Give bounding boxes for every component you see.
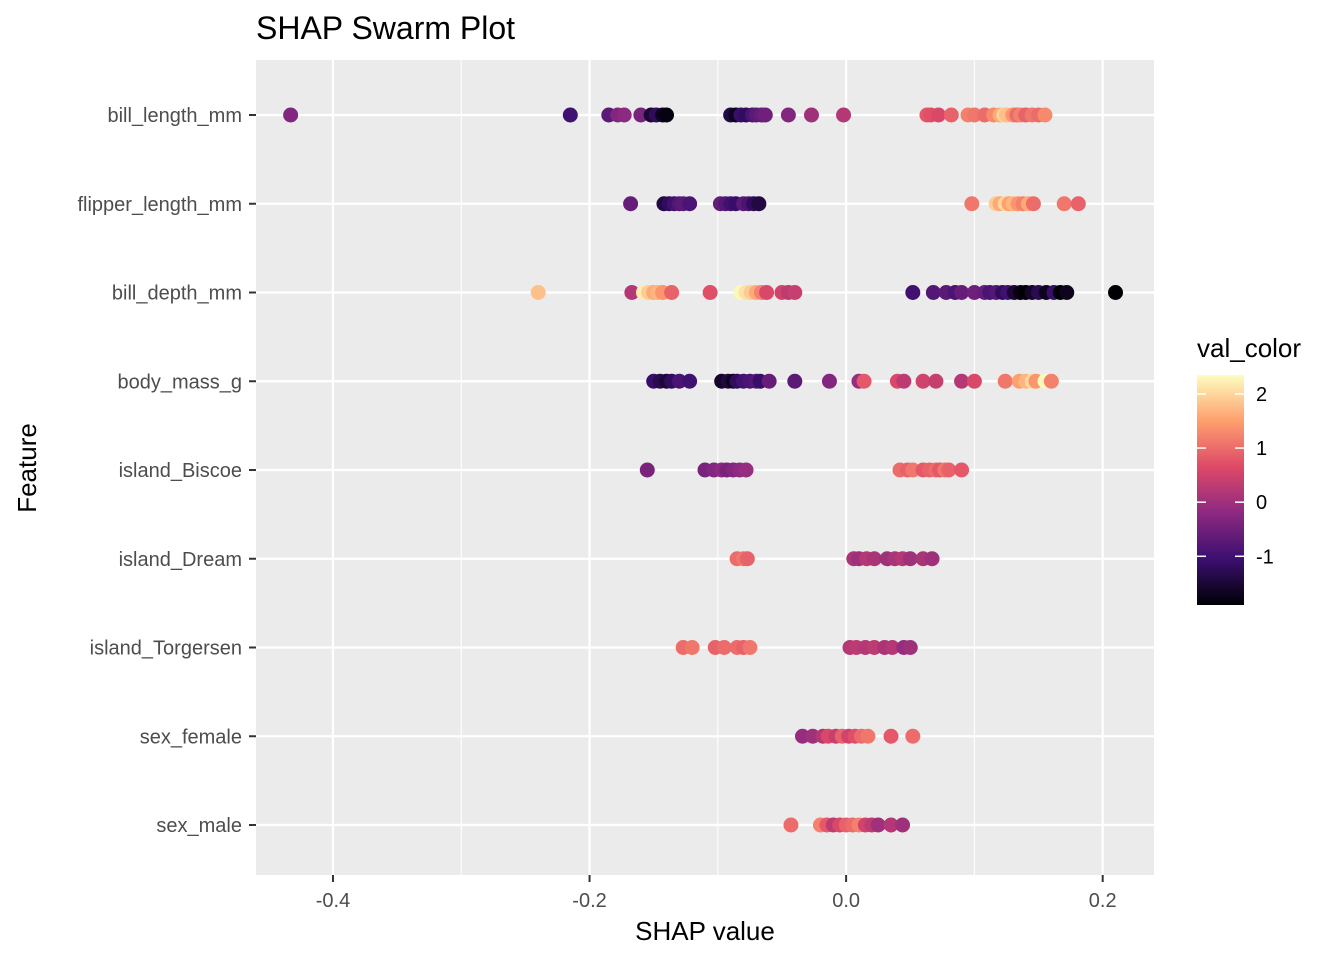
data-point: [659, 107, 675, 123]
x-tick-label: -0.2: [572, 890, 606, 912]
y-axis: bill_length_mm flipper_length_mm bill_dept…: [77, 105, 256, 837]
y-tick-label: flipper_length_mm: [77, 194, 242, 216]
y-tick-label: sex_female: [140, 726, 242, 748]
data-point: [633, 107, 649, 123]
data-point: [856, 373, 872, 389]
data-point: [870, 817, 886, 833]
data-point: [954, 285, 970, 300]
data-point: [739, 551, 755, 567]
x-tick-label: 0.2: [1089, 890, 1117, 912]
x-axis: -0.4 -0.2 0.0 0.2: [316, 875, 1117, 912]
data-point: [787, 285, 803, 300]
data-point: [803, 107, 819, 123]
data-point: [905, 285, 921, 300]
data-point: [761, 373, 777, 389]
y-axis-title: Feature: [12, 423, 42, 513]
data-point: [1043, 373, 1059, 389]
data-point: [1059, 285, 1075, 300]
data-point: [682, 196, 698, 212]
data-point: [1108, 285, 1124, 300]
data-point: [883, 817, 899, 833]
data-point: [530, 285, 546, 300]
x-tick-label: 0.0: [832, 890, 860, 912]
data-point: [954, 462, 970, 478]
data-point: [1025, 196, 1041, 212]
x-axis-title: SHAP value: [635, 916, 775, 946]
data-point: [821, 373, 837, 389]
data-point: [915, 373, 931, 389]
data-point: [639, 462, 655, 478]
data-point: [866, 640, 882, 655]
y-tick-label: bill_depth_mm: [112, 283, 242, 305]
data-point: [902, 551, 918, 567]
data-point: [883, 728, 899, 744]
legend-tick-label: 1: [1256, 438, 1267, 460]
data-point: [702, 285, 718, 300]
data-point: [805, 728, 821, 744]
legend-colorbar: [1197, 375, 1244, 605]
color-legend: val_color -1 0 1 2: [1197, 333, 1301, 605]
data-point: [966, 285, 982, 300]
data-point: [794, 728, 810, 744]
data-point: [866, 551, 882, 567]
data-point: [684, 640, 700, 655]
data-point: [623, 196, 639, 212]
data-point: [759, 285, 775, 300]
legend-tick-label: 2: [1256, 384, 1267, 406]
data-point: [1037, 107, 1053, 123]
data-point: [562, 107, 578, 123]
data-point: [884, 640, 900, 655]
data-point: [738, 462, 754, 478]
data-point: [924, 551, 940, 567]
data-point: [954, 373, 970, 389]
data-point: [896, 373, 912, 389]
data-point: [860, 728, 876, 744]
chart-title: SHAP Swarm Plot: [256, 10, 515, 46]
y-tick-label: island_Dream: [119, 549, 242, 571]
data-point: [928, 373, 944, 389]
y-tick-label: bill_length_mm: [107, 105, 242, 127]
data-point: [943, 107, 959, 123]
data-point: [895, 817, 911, 833]
data-point: [1070, 196, 1086, 212]
legend-ticks: -1 0 1 2: [1197, 384, 1274, 568]
data-point: [682, 373, 698, 389]
data-point: [966, 373, 982, 389]
data-point: [1056, 196, 1072, 212]
y-tick-label: body_mass_g: [117, 371, 242, 393]
data-point: [671, 373, 687, 389]
data-point: [925, 285, 941, 300]
data-point: [783, 817, 799, 833]
data-point: [902, 640, 918, 655]
data-point: [997, 373, 1013, 389]
data-point: [742, 640, 758, 655]
data-point: [941, 462, 957, 478]
y-tick-label: sex_male: [156, 815, 242, 837]
legend-tick-label: -1: [1256, 546, 1274, 568]
data-point: [966, 107, 982, 123]
data-point: [787, 373, 803, 389]
data-point: [780, 107, 796, 123]
legend-tick-label: 0: [1256, 492, 1267, 514]
legend-title: val_color: [1197, 333, 1301, 363]
data-point: [905, 462, 921, 478]
data-point: [716, 640, 732, 655]
data-point: [905, 728, 921, 744]
data-point: [616, 107, 632, 123]
data-point: [283, 107, 299, 123]
data-point: [930, 107, 946, 123]
y-tick-label: island_Torgersen: [90, 638, 242, 660]
data-point: [757, 107, 773, 123]
data-point: [964, 196, 980, 212]
data-point: [751, 196, 767, 212]
data-point: [836, 107, 852, 123]
data-point: [624, 285, 640, 300]
data-points: [283, 107, 1124, 833]
x-tick-label: -0.4: [316, 890, 350, 912]
y-tick-label: island_Biscoe: [119, 460, 242, 482]
data-point: [664, 285, 680, 300]
